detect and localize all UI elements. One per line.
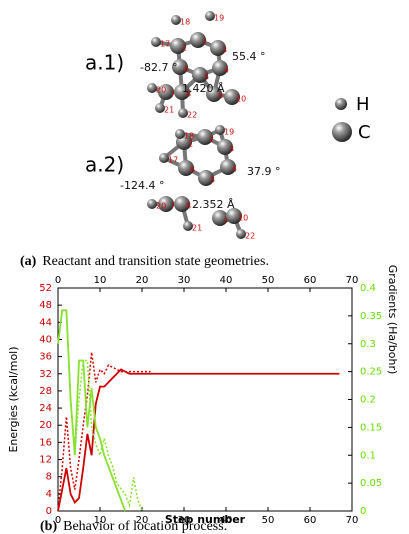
geometry-annotation: 55.4 ° — [232, 50, 266, 63]
legend-h-sphere — [335, 98, 347, 110]
y2-tick-label: 0.25 — [360, 367, 382, 378]
y-tick-label: 16 — [39, 437, 52, 448]
x-tick-label: 50 — [262, 515, 275, 526]
atom-number: 2 — [209, 135, 214, 144]
y2-tick-label: 0 — [360, 506, 366, 517]
atom-number: 20 — [156, 202, 166, 211]
x-top-tick-label: 60 — [304, 275, 317, 286]
atom-number: 10 — [238, 214, 248, 223]
geometry-annotation: 2.352 Å — [192, 198, 235, 211]
y-tick-label: 0 — [46, 506, 52, 517]
panel-label: a.1) — [85, 51, 124, 75]
atom-number: 1 — [182, 44, 187, 53]
atom-number: 20 — [156, 86, 166, 95]
series-line — [58, 352, 150, 511]
geometry-annotation: -124.4 ° — [120, 179, 164, 192]
legend-h: H — [356, 94, 370, 115]
y-tick-label: 44 — [39, 317, 52, 328]
y-axis-label: Energies (kcal/mol) — [7, 346, 20, 452]
atom-number: 6 — [184, 65, 189, 74]
y2-tick-label: 0.4 — [360, 283, 376, 294]
atom-number: 22 — [245, 232, 255, 241]
x-top-tick-label: 70 — [346, 275, 359, 286]
y-tick-label: 20 — [39, 420, 52, 431]
caption-tag: (a) — [20, 254, 37, 269]
y2-tick-label: 0.05 — [360, 478, 382, 489]
y-tick-label: 8 — [46, 472, 52, 483]
atom-number: 19 — [224, 128, 234, 137]
atom-number: 21 — [192, 224, 202, 233]
y2-tick-label: 0.2 — [360, 395, 376, 406]
x-top-tick-label: 20 — [136, 275, 149, 286]
atom-number: 1 — [188, 140, 193, 149]
plot-frame — [58, 288, 352, 511]
atom-number: 3 — [229, 145, 234, 154]
x-top-tick-label: 40 — [220, 275, 233, 286]
figure: 12345678910181917202122a.1)-82.7 °55.4 °… — [0, 0, 409, 534]
geometry-annotation: 37.9 ° — [247, 165, 281, 178]
atom-number: 8 — [186, 202, 191, 211]
y-tick-label: 32 — [39, 369, 52, 380]
y-tick-label: 12 — [39, 455, 52, 466]
atom-number: 5 — [210, 176, 215, 185]
geometry-annotation: -82.7 ° — [140, 61, 177, 74]
y-tick-label: 24 — [39, 403, 52, 414]
atom-number: 22 — [187, 111, 197, 120]
x-top-tick-label: 10 — [94, 275, 107, 286]
y2-axis-label: Gradients (Ha/bohr) — [386, 265, 399, 375]
legend-c-sphere — [332, 122, 352, 142]
x-top-tick-label: 50 — [262, 275, 275, 286]
atom-number: 4 — [232, 165, 237, 174]
atom-number: 19 — [214, 14, 224, 23]
atom-number: 18 — [180, 18, 190, 27]
y2-tick-label: 0.1 — [360, 450, 376, 461]
x-tick-label: 60 — [304, 515, 317, 526]
y-tick-label: 52 — [39, 283, 52, 294]
atom-number: 17 — [160, 40, 170, 49]
atom-number: 6 — [190, 166, 195, 175]
y2-tick-label: 0.35 — [360, 311, 382, 322]
caption-a: (a) Reactant and transition state geometr… — [20, 254, 269, 269]
atom-number: 5 — [204, 73, 209, 82]
legend-c: C — [358, 122, 371, 143]
y2-tick-label: 0.3 — [360, 339, 376, 350]
atom-number: 21 — [164, 106, 174, 115]
atom-number: 18 — [184, 132, 194, 141]
x-top-tick-label: 0 — [55, 275, 61, 286]
y2-tick-label: 0.15 — [360, 422, 382, 433]
caption-text: Behavior of location process. — [63, 519, 227, 534]
x-tick-label: 70 — [346, 515, 359, 526]
y-tick-label: 4 — [46, 489, 52, 500]
atom-number: 17 — [168, 156, 178, 165]
caption-tag: (b) — [40, 519, 57, 534]
atom-number: 10 — [236, 95, 246, 104]
atom-number: 3 — [222, 46, 227, 55]
y-tick-label: 48 — [39, 300, 52, 311]
y-tick-label: 40 — [39, 334, 52, 345]
chart: 0010102020303040405050606070700481216202… — [7, 265, 399, 526]
atom-number: 4 — [224, 66, 229, 75]
atom-number: 2 — [202, 38, 207, 47]
caption-text: Reactant and transition state geometries… — [42, 254, 269, 269]
panel-label: a.2) — [85, 153, 124, 177]
y-tick-label: 36 — [39, 352, 52, 363]
caption-b: (b) Behavior of location process. — [40, 519, 227, 534]
y-tick-label: 28 — [39, 386, 52, 397]
x-top-tick-label: 30 — [178, 275, 191, 286]
geometry-annotation: 1.420 Å — [182, 82, 225, 95]
